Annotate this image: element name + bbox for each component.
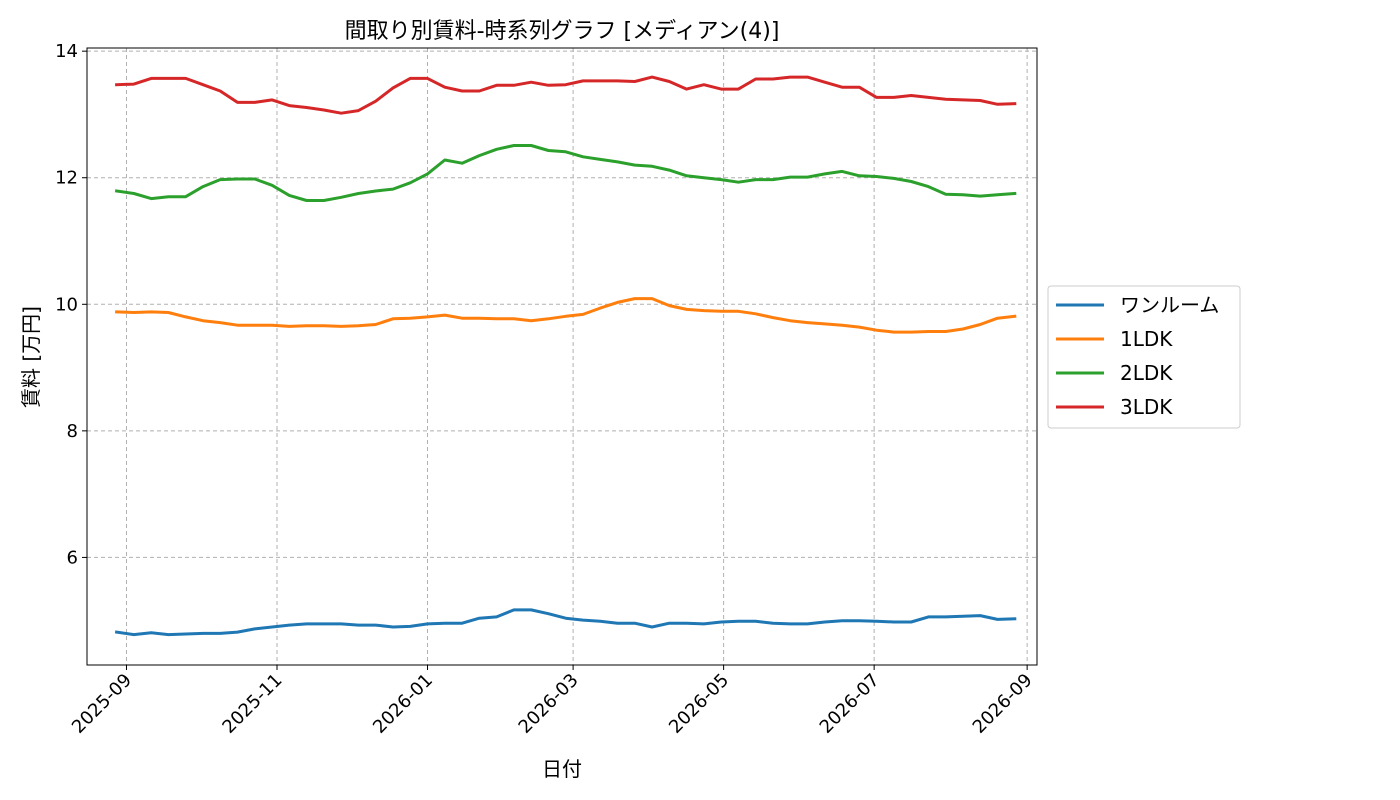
plot-area (87, 48, 1037, 665)
x-tick-label: 2026-07 (816, 670, 884, 738)
x-axis-label: 日付 (542, 757, 582, 781)
legend-label: 2LDK (1120, 361, 1173, 385)
x-tick-label: 2026-09 (969, 670, 1037, 738)
x-tick-label: 2025-09 (68, 670, 136, 738)
series-layer (114, 75, 1017, 637)
x-axis: 2025-09 2025-11 2026-01 2026-03 2026-05 2026-… (68, 665, 1037, 738)
series-line (115, 75, 1017, 115)
y-tick-label: 14 (55, 41, 78, 62)
y-tick-label: 10 (55, 294, 78, 315)
legend-label: 3LDK (1120, 395, 1173, 419)
x-tick-label: 2026-03 (515, 670, 583, 738)
x-tick-label: 2026-05 (665, 670, 733, 738)
series-line (114, 144, 1017, 202)
y-axis: 6 8 10 12 14 (55, 41, 87, 568)
x-tick-label: 2025-11 (218, 670, 286, 738)
y-axis-label: 賃料 [万円] (19, 306, 43, 408)
y-tick-label: 8 (67, 421, 78, 442)
legend-label: 1LDK (1120, 327, 1173, 351)
y-tick-label: 6 (67, 547, 78, 568)
legend-label: ワンルーム (1120, 293, 1219, 317)
legend-items: ワンルーム 1LDK 2LDK 3LDK (1056, 293, 1219, 419)
plot-frame (86, 47, 1038, 666)
x-tick-label: 2026-01 (369, 670, 437, 738)
series-line (114, 608, 1017, 637)
legend: ワンルーム 1LDK 2LDK 3LDK (1047, 285, 1241, 429)
y-tick-label: 12 (55, 168, 78, 189)
chart-title: 間取り別賃料-時系列グラフ [メディアン(4)] (345, 19, 780, 44)
legend-box (1047, 285, 1241, 429)
series-line (115, 297, 1017, 334)
